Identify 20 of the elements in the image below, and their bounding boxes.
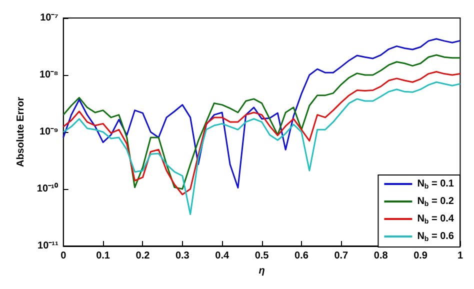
x-tick-label: 0.5 xyxy=(254,250,270,262)
y-tick-label: 10⁻⁹ xyxy=(39,126,59,138)
x-tick-label: 0.3 xyxy=(175,250,190,262)
x-tick-label: 0.7 xyxy=(334,250,349,262)
x-axis-title: η xyxy=(258,266,265,276)
x-tick-label: 0.2 xyxy=(136,250,150,262)
x-tick-label: 0 xyxy=(60,250,67,262)
y-tick-label: 10⁻¹⁰ xyxy=(36,182,58,194)
y-tick-label: 10⁻¹¹ xyxy=(38,240,60,252)
x-tick-label: 0.1 xyxy=(96,250,110,262)
y-tick-label: 10⁻⁷ xyxy=(40,12,58,24)
y-axis-title: Absolute Error xyxy=(16,96,26,168)
line-series xyxy=(62,71,461,196)
x-tick-label: 0.4 xyxy=(215,250,230,262)
x-tick-label: 0.9 xyxy=(414,250,428,262)
line-series xyxy=(62,81,461,216)
x-tick-label: 1 xyxy=(457,250,464,262)
x-tick-label: 0.6 xyxy=(294,250,309,262)
x-tick-label: 0.8 xyxy=(374,250,388,262)
y-tick-label: 10⁻⁸ xyxy=(39,70,59,80)
